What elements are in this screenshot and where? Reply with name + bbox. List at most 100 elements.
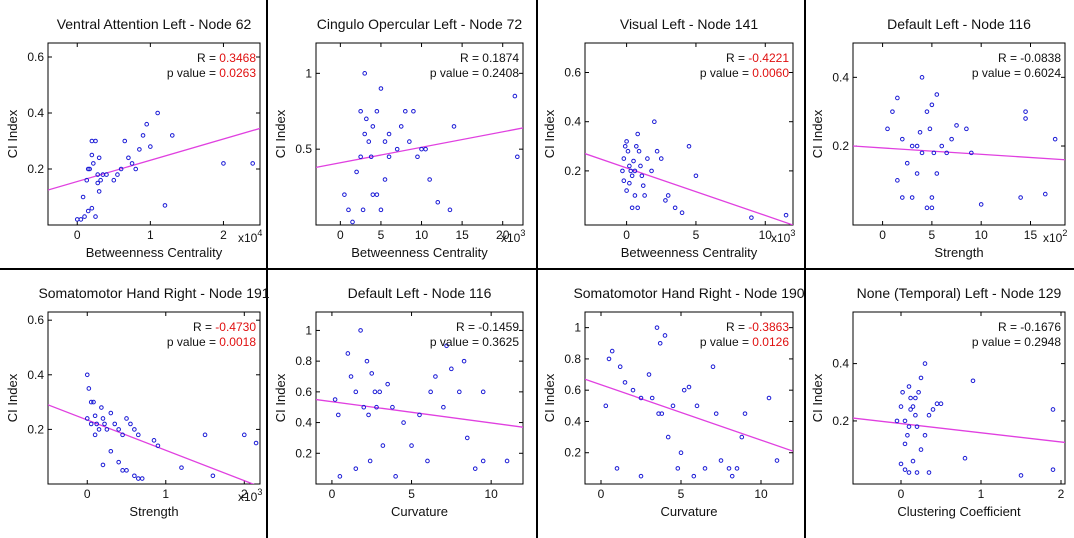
scatter-panel: Default Left - Node 116 0 5 10 0.2 0.4 0.6 0.8 1… (273, 285, 524, 519)
x-tick-label: 10 (975, 228, 989, 242)
data-point (96, 427, 102, 432)
x-axis-label: Betweenness Centrality (351, 245, 488, 260)
y-tick-label: 0.6 (27, 50, 44, 64)
r-value: 0.3468 (219, 51, 256, 65)
x-axis-label: Curvature (391, 504, 448, 519)
data-point (906, 424, 912, 429)
data-point (358, 108, 363, 114)
data-point (624, 188, 629, 193)
data-point (111, 177, 117, 183)
axes-box (584, 311, 794, 485)
r-value-annotation: R = -0.4730 (193, 320, 256, 334)
p-label: p value = (167, 66, 219, 80)
data-point (407, 139, 412, 144)
y-axis-label: CI Index (5, 109, 20, 158)
data-point (726, 466, 732, 471)
data-point (210, 473, 216, 479)
y-tick-label: 0.4 (564, 115, 581, 129)
data-point (635, 131, 640, 137)
y-axis-label: CI Index (5, 373, 20, 422)
data-point (895, 178, 900, 183)
data-point (916, 389, 921, 395)
r-value: -0.0838 (1020, 51, 1061, 65)
data-point (382, 139, 388, 144)
data-point (350, 219, 355, 225)
data-point (622, 143, 628, 149)
data-point (665, 193, 671, 198)
data-point (78, 217, 84, 222)
x-tick-label: 1 (147, 228, 154, 242)
multiplier-base: x10 (1043, 231, 1063, 245)
data-point (85, 166, 91, 172)
data-point (894, 418, 900, 424)
data-point (621, 156, 627, 161)
data-point (92, 413, 98, 419)
p-value: 0.0126 (752, 335, 789, 349)
y-axis-label: CI Index (810, 373, 825, 422)
data-point (636, 148, 642, 154)
p-label: p value = (167, 335, 219, 349)
data-point (766, 395, 772, 401)
data-point (132, 473, 137, 479)
data-point (99, 405, 104, 410)
data-point (353, 389, 359, 395)
x-tick-label: 1 (162, 487, 169, 501)
data-point (115, 172, 120, 177)
regression-line (585, 153, 793, 225)
data-point (924, 205, 930, 211)
r-value: -0.4221 (748, 51, 789, 65)
data-point (342, 192, 347, 197)
multiplier-base: x10 (238, 231, 258, 245)
data-point (80, 194, 86, 200)
data-point (369, 371, 375, 376)
data-point (480, 389, 486, 395)
data-point (890, 109, 895, 114)
data-point (691, 473, 697, 479)
data-point (116, 427, 121, 432)
x-tick-label: 2 (1058, 487, 1065, 501)
data-point (939, 143, 945, 149)
data-point (900, 136, 905, 142)
p-value: 0.2408 (482, 66, 519, 80)
data-point (902, 467, 908, 472)
data-point (457, 389, 462, 395)
r-value: 0.1874 (482, 51, 519, 65)
x-tick-label: 0 (598, 487, 605, 501)
scatter-panel: Default Left - Node 116 0 5 10 15 0.2 0.4 Stren… (810, 16, 1067, 260)
y-tick-label: 0.8 (295, 354, 312, 368)
data-point (423, 146, 428, 152)
data-point (366, 139, 372, 144)
p-label: p value = (972, 66, 1024, 80)
axes-box (315, 42, 524, 226)
data-point (366, 412, 371, 418)
data-point (638, 473, 644, 479)
data-point (374, 192, 380, 197)
plot-area (316, 71, 523, 225)
data-point (104, 172, 109, 177)
data-point (629, 173, 635, 179)
plot-area (48, 110, 260, 222)
y-tick-label: 0.4 (295, 416, 312, 430)
panel-title: None (Temporal) Left - Node 129 (857, 285, 1062, 301)
data-point (250, 161, 255, 166)
data-point (783, 212, 789, 218)
data-point (927, 126, 933, 132)
data-point (118, 166, 124, 172)
x-tick-label: 5 (408, 487, 415, 501)
r-value-annotation: R = 0.3468 (197, 51, 256, 65)
data-point (377, 389, 382, 395)
data-point (710, 364, 716, 370)
y-tick-label: 1 (574, 321, 581, 335)
data-point (630, 387, 636, 393)
data-point (663, 198, 668, 203)
data-point (658, 156, 664, 161)
data-point (1018, 195, 1023, 200)
data-point (112, 421, 118, 427)
x-tick-label: 15 (1024, 228, 1038, 242)
p-value-annotation: p value = 0.0018 (167, 335, 256, 349)
data-point (100, 462, 106, 468)
data-point (620, 168, 625, 174)
data-point (385, 381, 390, 387)
r-value: -0.3863 (748, 320, 789, 334)
